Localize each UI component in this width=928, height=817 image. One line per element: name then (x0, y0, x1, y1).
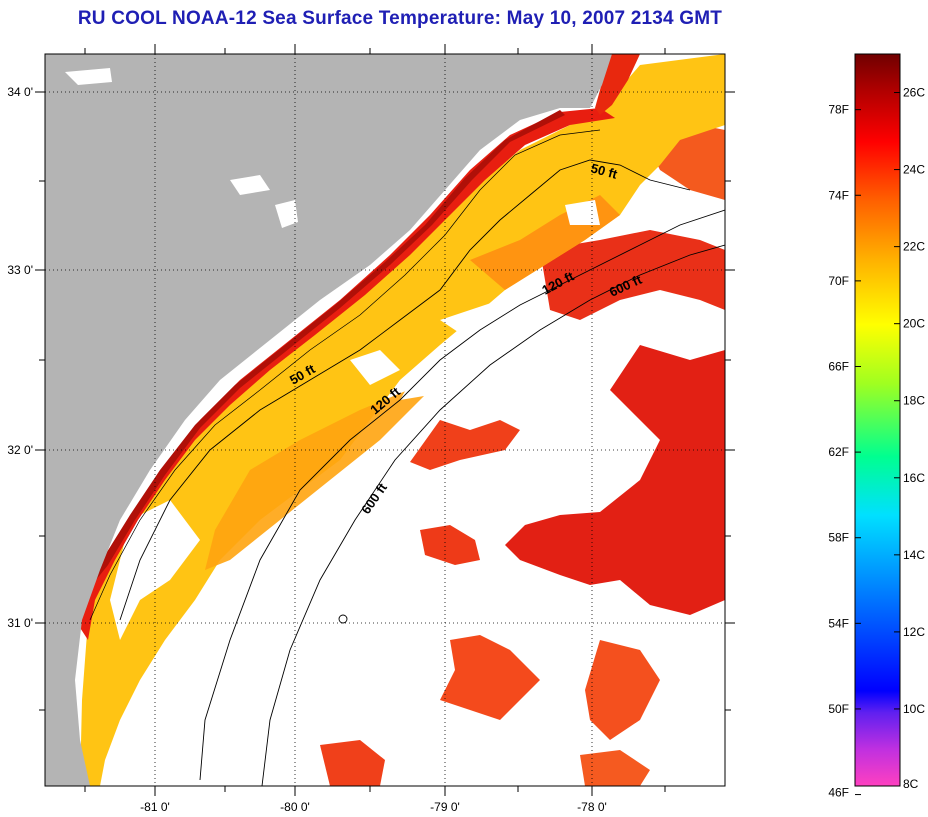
colorbar-fahrenheit-label: 46F (828, 786, 849, 800)
colorbar-celsius-label: 12C (903, 625, 925, 639)
cloud-patch (400, 330, 500, 400)
offshore-warm-patch (505, 345, 725, 615)
offshore-warm-patch (580, 750, 650, 786)
cloud-patch (230, 175, 270, 195)
colorbar-fahrenheit-label: 78F (828, 103, 849, 117)
colorbar-ticks (855, 92, 900, 796)
colorbar-celsius-label: 20C (903, 317, 925, 331)
land-mass (45, 54, 612, 786)
shelf-water-warm (205, 360, 460, 570)
offshore-warm-patch (320, 740, 385, 786)
colorbar-fahrenheit-label: 62F (828, 445, 849, 459)
lat-label: 31 0' (7, 616, 33, 630)
colorbar-fahrenheit-label: 54F (828, 616, 849, 630)
depth-contour-600ft (261, 244, 725, 786)
map-title: RU COOL NOAA-12 Sea Surface Temperature:… (77, 8, 723, 29)
lon-label: -80 0' (280, 800, 310, 814)
offshore-warm-patch (420, 525, 480, 565)
colorbar-celsius-label: 16C (903, 471, 925, 485)
colorbar: 78F 74F 70F 66F 62F 58F 54F 50F 46F 26C 24C 22C 20C… (828, 53, 925, 800)
map-frame (44, 53, 726, 787)
tick-marks (35, 44, 735, 796)
offshore-warm-patch (410, 420, 520, 470)
colorbar-gradient (854, 53, 901, 787)
lon-label: -79 0' (430, 800, 460, 814)
colorbar-celsius-label: 26C (903, 86, 925, 100)
colorbar-celsius-label: 14C (903, 548, 925, 562)
gridlines (45, 54, 725, 786)
lon-label: -81 0' (140, 800, 170, 814)
depth-contour-120ft (199, 209, 725, 781)
colorbar-fahrenheit-label: 70F (828, 274, 849, 288)
cloud-patch (65, 68, 112, 85)
offshore-warm-patch (440, 635, 540, 720)
lat-label: 33 0' (7, 263, 33, 277)
colorbar-celsius-label: 18C (903, 394, 925, 408)
lon-label: -78 0' (577, 800, 607, 814)
colorbar-fahrenheit-label: 58F (828, 531, 849, 545)
cloud-patch (440, 290, 540, 340)
colorbar-celsius-labels: 26C 24C 22C 20C 18C 16C 14C 12C 10C 8C (903, 86, 925, 791)
cloud-patch (565, 200, 600, 225)
offshore-warm-patch (540, 230, 725, 320)
seamount-contour (338, 614, 348, 624)
depth-contour-50ft-coast (89, 129, 601, 621)
offshore-warm-patch (585, 640, 660, 740)
depth-contour-50ft (119, 159, 691, 621)
colorbar-celsius-label: 10C (903, 702, 925, 716)
lat-label: 32 0' (7, 443, 33, 457)
colorbar-celsius-label: 8C (903, 777, 919, 791)
depth-label: 50 ft (589, 160, 619, 182)
colorbar-celsius-label: 24C (903, 163, 925, 177)
colorbar-fahrenheit-labels: 78F 74F 70F 66F 62F 58F 54F 50F 46F (828, 103, 849, 800)
lat-label: 34 0' (7, 85, 33, 99)
colorbar-celsius-label: 22C (903, 240, 925, 254)
cloud-patch (350, 350, 400, 385)
cloud-patch (275, 200, 298, 228)
colorbar-fahrenheit-label: 74F (828, 188, 849, 202)
colorbar-fahrenheit-label: 50F (828, 702, 849, 716)
colorbar-fahrenheit-label: 66F (828, 359, 849, 373)
